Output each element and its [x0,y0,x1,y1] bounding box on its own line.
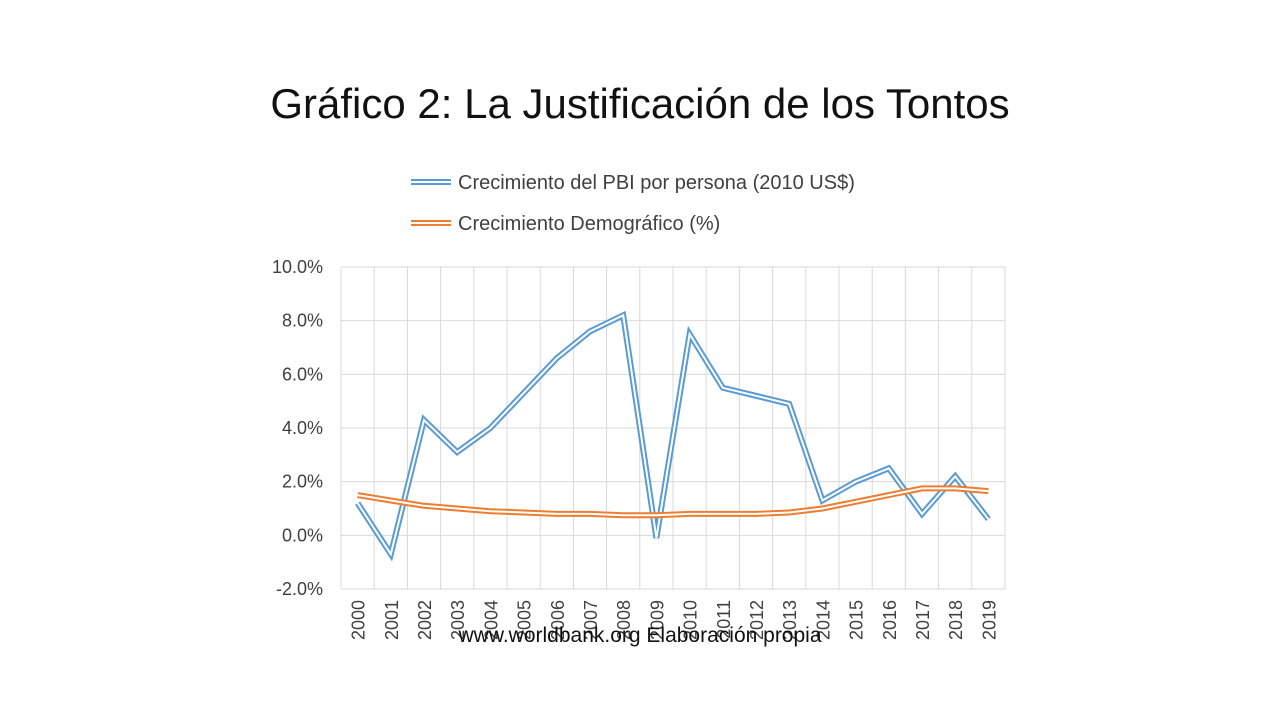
x-tick-label: 2010 [681,600,701,640]
y-tick-label: -2.0% [276,579,323,599]
x-tick-label: 2016 [880,600,900,640]
x-tick-label: 2001 [382,600,402,640]
source-note: www.worldbank.org Elaboración propia [458,624,822,647]
chart-axes: -2.0% 0.0% 2.0% 4.0% 6.0% 8.0% 10.0% 2000 2001 20… [272,257,999,640]
y-tick-label: 0.0% [282,525,323,545]
legend-label-0: Crecimiento del PBI por persona (2010 US… [458,172,855,194]
x-tick-label: 2013 [780,600,800,640]
x-tick-label: 2019 [979,600,999,640]
y-tick-label: 6.0% [282,364,323,384]
x-tick-label: 2017 [913,600,933,640]
x-tick-label: 2018 [946,600,966,640]
x-tick-label: 2007 [581,600,601,640]
chart-series [355,310,991,562]
series-line-0-inner [356,313,990,557]
x-tick-label: 2000 [349,600,369,640]
x-tick-label: 2014 [813,600,833,640]
x-tick-label: 2006 [548,600,568,640]
slide-title: Gráfico 2: La Justificación de los Tonto… [270,80,1010,127]
x-tick-label: 2008 [614,600,634,640]
y-tick-label: 10.0% [272,257,323,277]
chart-legend: Crecimiento del PBI por persona (2010 US… [411,172,855,235]
x-tick-label: 2012 [747,600,767,640]
y-tick-label: 4.0% [282,418,323,438]
series-line-1-inner [357,487,989,517]
legend-label-1: Crecimiento Demográfico (%) [458,213,720,235]
y-tick-label: 8.0% [282,311,323,331]
x-tick-label: 2011 [714,600,734,639]
x-tick-label: 2002 [415,600,435,640]
x-tick-label: 2004 [481,600,501,640]
x-tick-label: 2003 [448,600,468,640]
y-tick-label: 2.0% [282,472,323,492]
x-tick-label: 2015 [847,600,867,640]
x-tick-label: 2005 [515,600,535,640]
x-tick-label: 2009 [647,600,667,640]
